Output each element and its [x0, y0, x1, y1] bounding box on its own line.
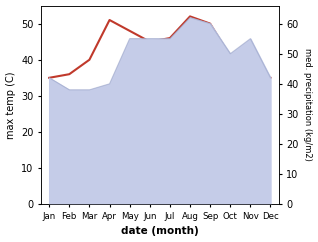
Y-axis label: med. precipitation (kg/m2): med. precipitation (kg/m2) [303, 48, 313, 161]
Y-axis label: max temp (C): max temp (C) [5, 71, 16, 139]
X-axis label: date (month): date (month) [121, 227, 199, 236]
